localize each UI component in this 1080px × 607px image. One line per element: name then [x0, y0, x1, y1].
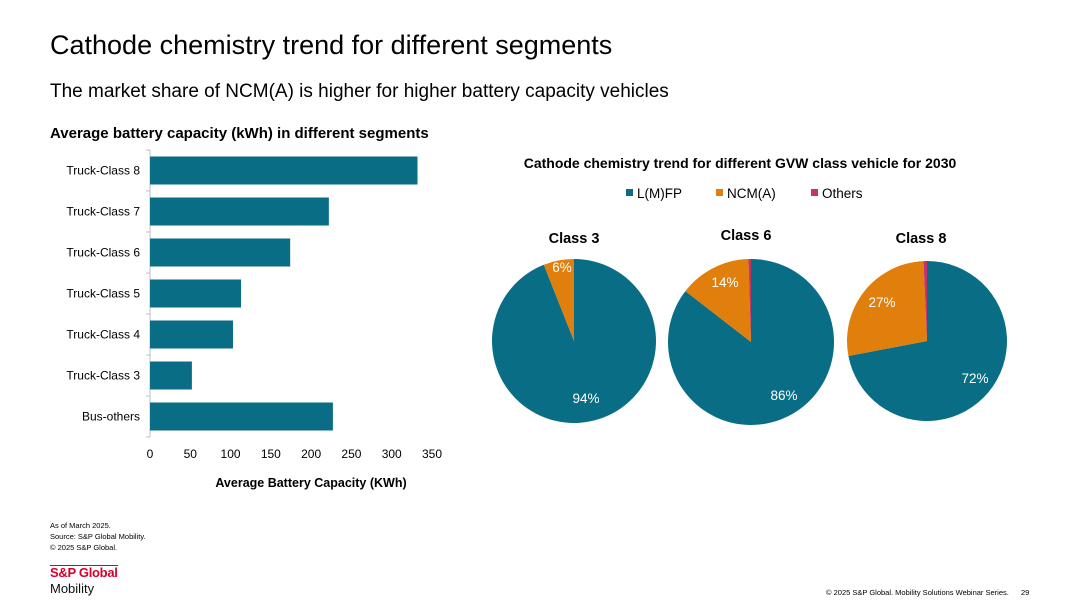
x-tick-label: 350 — [422, 447, 442, 461]
category-label: Truck-Class 4 — [66, 328, 140, 342]
logo-division: Mobility — [50, 581, 95, 596]
pie-data-label: 86% — [770, 388, 797, 403]
pie-slice — [846, 261, 927, 356]
pie-name: Class 6 — [721, 228, 772, 244]
x-tick-label: 200 — [301, 447, 321, 461]
x-tick-label: 50 — [184, 447, 198, 461]
x-tick-label: 250 — [341, 447, 361, 461]
bar — [150, 402, 333, 431]
pie-slice — [848, 261, 1007, 421]
bar — [150, 156, 418, 185]
pie-data-label: 94% — [572, 391, 599, 406]
pie-name: Class 3 — [549, 231, 600, 247]
bar — [150, 197, 329, 226]
x-tick-label: 300 — [382, 447, 402, 461]
pie-slice — [923, 261, 927, 341]
x-tick-label: 150 — [261, 447, 281, 461]
slide-title: Cathode chemistry trend for different se… — [50, 30, 613, 60]
bar — [150, 361, 192, 390]
footnotes: As of March 2025. Source: S&P Global Mob… — [50, 520, 146, 553]
legend-swatch — [716, 189, 723, 196]
pie-slice — [543, 259, 574, 341]
legend-swatch — [811, 189, 818, 196]
x-tick-label: 100 — [221, 447, 241, 461]
footnote-source: Source: S&P Global Mobility. — [50, 532, 146, 541]
page-number: 29 — [1021, 588, 1030, 597]
footnote-copyright: © 2025 S&P Global. — [50, 543, 118, 552]
logo-brand: S&P Global — [50, 565, 118, 580]
pie-data-label: 6% — [552, 260, 572, 275]
x-axis-label: Average Battery Capacity (KWh) — [215, 476, 406, 490]
pie-name: Class 8 — [896, 231, 947, 247]
pie-data-label: 72% — [961, 371, 988, 386]
footer-copyright: © 2025 S&P Global. Mobility Solutions We… — [826, 588, 1009, 597]
bar — [150, 238, 291, 267]
footnote-date: As of March 2025. — [50, 521, 111, 530]
category-label: Truck-Class 6 — [66, 246, 140, 260]
pie-slice — [685, 259, 751, 342]
slide-subtitle: The market share of NCM(A) is higher for… — [50, 81, 669, 102]
x-tick-label: 0 — [147, 447, 154, 461]
pie-slice — [748, 259, 751, 342]
category-label: Truck-Class 5 — [66, 287, 140, 301]
sp-global-logo: S&P Global Mobility — [50, 565, 118, 596]
pie-data-label: 14% — [711, 275, 738, 290]
legend-label: Others — [822, 186, 863, 201]
bar — [150, 320, 233, 349]
category-label: Truck-Class 8 — [66, 164, 140, 178]
bar — [150, 279, 242, 308]
legend-label: NCM(A) — [727, 186, 776, 201]
legend-label: L(M)FP — [637, 186, 682, 201]
category-label: Truck-Class 3 — [66, 369, 140, 383]
category-label: Bus-others — [82, 410, 140, 424]
pie-chart-title: Cathode chemistry trend for different GV… — [524, 155, 957, 171]
bar-chart-title: Average battery capacity (kWh) in differ… — [50, 125, 429, 142]
legend-swatch — [626, 189, 633, 196]
category-label: Truck-Class 7 — [66, 205, 140, 219]
pie-data-label: 27% — [868, 295, 895, 310]
